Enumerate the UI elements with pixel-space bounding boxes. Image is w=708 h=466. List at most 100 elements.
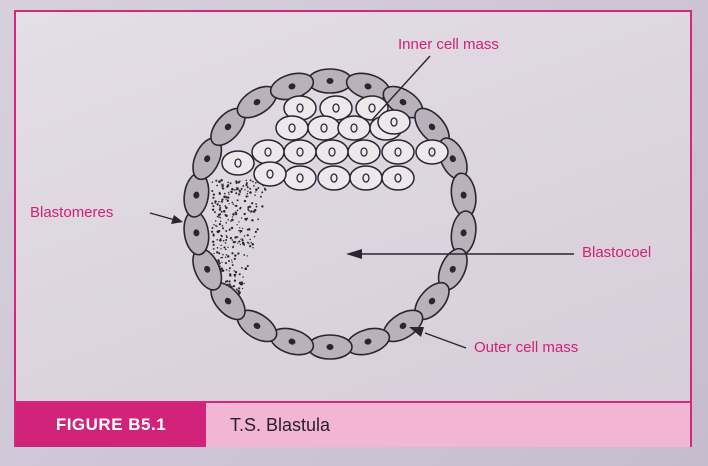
- outer-cell-nucleus: [253, 322, 261, 330]
- stipple-dot: [220, 248, 222, 250]
- stipple-dot: [227, 191, 230, 194]
- inner-cell-body: [315, 139, 349, 165]
- blastocoel-label: Blastocoel: [582, 244, 652, 261]
- stipple-dot: [238, 240, 241, 243]
- stipple-dot: [217, 259, 220, 262]
- stipple-dot: [248, 243, 250, 245]
- stipple-dot: [213, 252, 215, 255]
- stipple-dot: [228, 270, 230, 272]
- stipple-dot: [241, 188, 243, 190]
- stipple-dot: [245, 183, 248, 187]
- stipple-dot: [234, 273, 237, 276]
- stipple-dot: [228, 193, 230, 195]
- stipple-dot: [216, 251, 219, 254]
- label-arrows: [149, 55, 574, 349]
- stipple-dot: [243, 254, 246, 256]
- inner-cell-body: [377, 109, 411, 135]
- stipple-dot: [214, 220, 217, 222]
- stipple-dot: [221, 256, 224, 259]
- inner-cell: [381, 165, 415, 191]
- inner-cell-nucleus: [360, 147, 368, 157]
- outer-cell-nucleus: [326, 344, 334, 350]
- stipple-dot: [234, 236, 237, 239]
- stipple-dot: [219, 220, 222, 223]
- stipple-dot: [246, 217, 249, 220]
- stipple-dot: [249, 238, 251, 241]
- stipple-dot: [227, 181, 230, 184]
- stipple-dot: [225, 230, 228, 232]
- stipple-dot: [251, 243, 254, 246]
- inner-cell-body: [253, 161, 287, 187]
- stipple-dot: [239, 206, 242, 209]
- stipple-dot: [235, 204, 238, 208]
- stipple-dot: [238, 281, 242, 285]
- stipple-dot: [218, 208, 221, 211]
- stipple-dot: [234, 276, 236, 278]
- stipple-dot: [236, 223, 238, 226]
- stipple-dot: [233, 279, 237, 282]
- inner-cell-body: [381, 139, 415, 165]
- stipple-dot: [211, 189, 214, 193]
- stipple-dot: [212, 243, 215, 246]
- stipple-dot: [221, 183, 223, 185]
- outer-cell-nucleus: [449, 155, 456, 163]
- stipple-dot: [244, 212, 246, 215]
- stipple-dot: [225, 236, 228, 239]
- stipple-dot: [254, 230, 258, 234]
- stipple-dot: [247, 190, 249, 193]
- stipple-dot: [215, 224, 217, 227]
- stipple-dot: [218, 216, 220, 219]
- stipple-dot: [264, 188, 267, 191]
- outer-cell-nucleus: [428, 297, 436, 305]
- inner-cell: [317, 165, 351, 191]
- stipple-dot: [219, 238, 222, 242]
- inner-cell-nucleus: [296, 173, 304, 183]
- blastomeres-label: Blastomeres: [30, 204, 114, 221]
- stipple-dot: [242, 276, 244, 278]
- stipple-dot: [224, 262, 227, 265]
- stipple-dot: [240, 238, 242, 240]
- stipple-dot: [233, 270, 235, 272]
- stipple-dot: [222, 227, 224, 230]
- stipple-dot: [218, 200, 220, 203]
- outer-cell-mass-arrowhead: [409, 327, 424, 337]
- stipple-dot: [230, 220, 232, 222]
- stipple-dot: [221, 261, 223, 263]
- stipple-dot: [223, 195, 226, 198]
- inner-cell-body: [347, 139, 381, 165]
- stipple-dot: [249, 187, 252, 190]
- outer-cell-nucleus: [449, 265, 456, 273]
- stipple-dot: [218, 222, 222, 226]
- stipple-dot: [213, 223, 215, 226]
- stipple-dot: [211, 226, 214, 229]
- stipple-dot: [231, 188, 234, 191]
- stipple-dot: [237, 252, 240, 255]
- outer-cell-nucleus: [193, 191, 200, 199]
- stipple-dot: [229, 274, 232, 277]
- inner-cell-body: [337, 115, 371, 141]
- stipple-dot: [232, 245, 235, 248]
- outer-cell: [345, 327, 391, 356]
- stipple-dot: [222, 239, 225, 242]
- inner-cell-cluster: [221, 95, 449, 191]
- stipple-dot: [232, 240, 236, 244]
- stipple-dot: [241, 287, 244, 290]
- inner-cell: [381, 139, 415, 165]
- stipple-dot: [224, 248, 227, 251]
- stipple-dot: [216, 246, 219, 249]
- stipple-dot: [239, 243, 242, 246]
- stipple-dot: [211, 181, 214, 183]
- stipple-dot: [242, 242, 245, 245]
- inner-cell-body: [283, 139, 317, 165]
- stipple-dot: [228, 267, 231, 270]
- stipple-dot: [239, 232, 241, 234]
- stipple-dot: [231, 218, 234, 222]
- stipple-dot: [236, 187, 238, 189]
- stipple-dot: [243, 282, 245, 285]
- stipple-dot: [259, 195, 262, 198]
- stipple-dot: [250, 210, 253, 213]
- stipple-dot: [253, 235, 256, 238]
- inner-cell: [337, 115, 371, 141]
- outer-cell-nucleus: [460, 229, 467, 237]
- outer-cell: [450, 210, 477, 256]
